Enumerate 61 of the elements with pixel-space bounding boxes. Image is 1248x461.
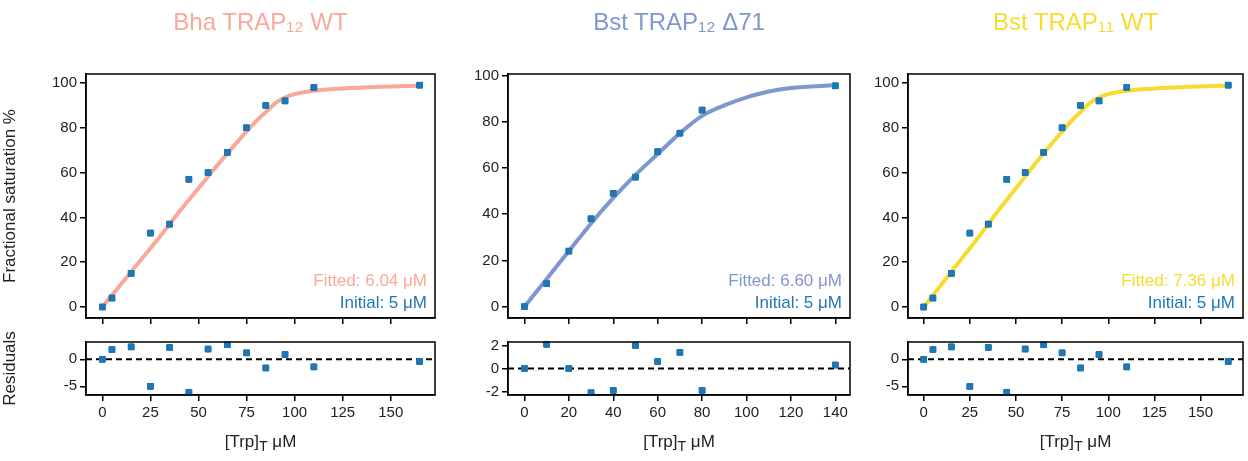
- x-tick-label: 80: [693, 403, 711, 421]
- x-tick-label: 25: [961, 403, 979, 421]
- y-tick-label: 0: [490, 296, 499, 314]
- y-axis-title: Fractional saturation %: [0, 109, 19, 283]
- x-tick-label: 100: [1095, 403, 1121, 421]
- y-tick-label: 40: [60, 207, 77, 225]
- annotation: Initial: 5 μM: [339, 293, 427, 312]
- annotation: Initial: 5 μM: [1147, 293, 1235, 312]
- x-tick-label: 0: [98, 403, 107, 421]
- y-tick-label: 0: [68, 297, 77, 315]
- x-tick-label: 120: [778, 403, 804, 421]
- y-tick-label: 0: [490, 358, 499, 376]
- y-tick-label: 60: [482, 158, 499, 176]
- y-tick-label: 20: [60, 252, 77, 270]
- annotation: Fitted: 6.04 μM: [313, 271, 427, 290]
- x-tick-label: 20: [560, 403, 578, 421]
- chart-title: Bha TRAP₁₂ WT: [172, 8, 349, 36]
- y-tick-label: -2: [485, 381, 499, 399]
- annotation: Fitted: 7.36 μM: [1121, 271, 1235, 290]
- y-tick-label: 80: [882, 117, 899, 135]
- y-tick-label: 2: [490, 335, 499, 353]
- y-tick-label: 0: [890, 297, 899, 315]
- x-tick-label: 40: [604, 403, 622, 421]
- x-tick-label: 140: [822, 403, 848, 421]
- annotation: Fitted: 6.60 μM: [728, 271, 842, 290]
- x-tick-label: 100: [734, 403, 760, 421]
- chart-title: Bst TRAP₁₂ Δ71: [592, 8, 766, 36]
- y-tick-label: 80: [60, 117, 77, 135]
- x-tick-label: 100: [282, 403, 308, 421]
- x-tick-label: 75: [1053, 403, 1071, 421]
- x-tick-label: 50: [1007, 403, 1025, 421]
- x-axis-title: [Trp]$_{T}$ μM: [1038, 432, 1113, 455]
- y-tick-label: -5: [63, 376, 77, 394]
- x-axis-title: [Trp]$_{T}$ μM: [223, 432, 298, 455]
- annotation: Initial: 5 μM: [754, 293, 842, 312]
- x-tick-label: 0: [520, 403, 529, 421]
- y-axis-title: Residuals: [0, 331, 19, 406]
- x-tick-label: 150: [378, 403, 404, 421]
- x-tick-label: 75: [238, 403, 255, 421]
- y-tick-label: 0: [68, 349, 77, 367]
- x-axis-title: [Trp]$_{T}$ μM: [642, 432, 716, 455]
- y-tick-label: -5: [885, 376, 899, 394]
- chart-title: Bst TRAP₁₁ WT: [991, 8, 1160, 36]
- y-tick-label: 60: [60, 162, 77, 180]
- x-tick-label: 0: [919, 403, 928, 421]
- x-tick-label: 60: [649, 403, 667, 421]
- x-tick-label: 150: [1188, 403, 1214, 421]
- x-tick-label: 25: [142, 403, 159, 421]
- x-tick-label: 125: [330, 403, 356, 421]
- y-tick-label: 40: [482, 204, 499, 222]
- y-tick-label: 100: [473, 65, 499, 83]
- y-tick-label: 20: [482, 250, 499, 268]
- y-tick-label: 60: [882, 162, 899, 180]
- x-tick-label: 125: [1141, 403, 1167, 421]
- y-tick-label: 100: [51, 73, 77, 91]
- y-tick-label: 0: [890, 349, 899, 367]
- y-tick-label: 100: [873, 73, 899, 91]
- y-tick-label: 40: [882, 207, 899, 225]
- x-tick-label: 50: [190, 403, 207, 421]
- y-tick-label: 80: [482, 111, 499, 129]
- y-tick-label: 20: [882, 252, 899, 270]
